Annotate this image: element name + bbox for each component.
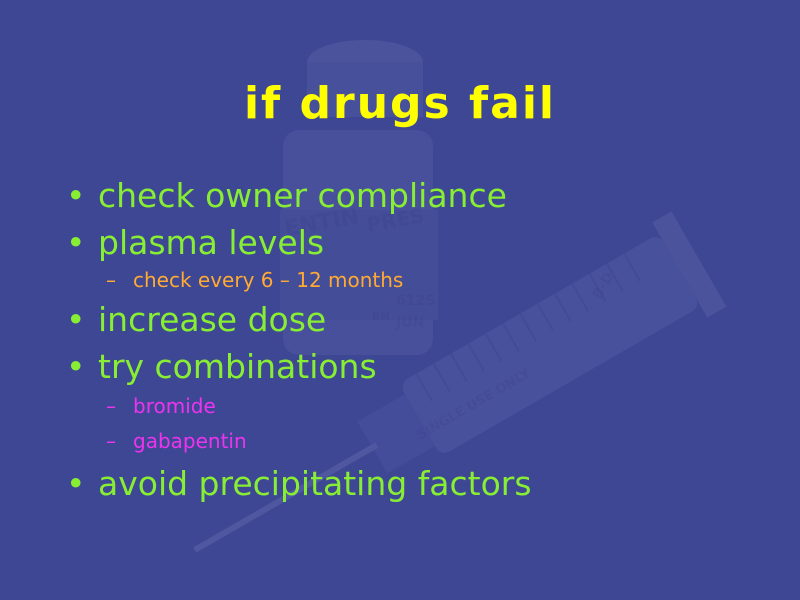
bullet-icon: •: [66, 464, 86, 503]
sub-bullet-check-every: – check every 6 – 12 months: [106, 268, 403, 292]
sub-bullet-text: check every 6 – 12 months: [133, 268, 404, 292]
bullet-text: try combinations: [98, 347, 377, 386]
vial-label-text-5: JUN: [395, 315, 424, 331]
bullet-text: plasma levels: [98, 223, 325, 262]
vial-label-text-4: 612S: [396, 293, 435, 309]
slide-title: if drugs fail: [243, 78, 557, 129]
dash-icon: –: [106, 268, 116, 292]
bullet-text: check owner compliance: [98, 176, 507, 215]
bullet-icon: •: [66, 347, 86, 386]
bullet-increase-dose: • increase dose: [66, 300, 326, 339]
bullet-plasma-levels: • plasma levels: [66, 223, 324, 262]
bullet-icon: •: [66, 176, 86, 215]
bullet-try-combinations: • try combinations: [66, 347, 377, 386]
bullet-icon: •: [66, 300, 86, 339]
sub-bullet-gabapentin: – gabapentin: [106, 429, 247, 453]
vial-label-text-3: BN: [372, 310, 390, 323]
bullet-check-owner-compliance: • check owner compliance: [66, 176, 507, 215]
bullet-icon: •: [66, 223, 86, 262]
bullet-text: avoid precipitating factors: [98, 464, 532, 503]
dash-icon: –: [106, 429, 116, 453]
sub-bullet-bromide: – bromide: [106, 394, 216, 418]
bullet-avoid-precipitating-factors: • avoid precipitating factors: [66, 464, 532, 503]
sub-bullet-text: bromide: [133, 394, 216, 418]
dash-icon: –: [106, 394, 116, 418]
bullet-text: increase dose: [98, 300, 327, 339]
sub-bullet-text: gabapentin: [133, 429, 247, 453]
